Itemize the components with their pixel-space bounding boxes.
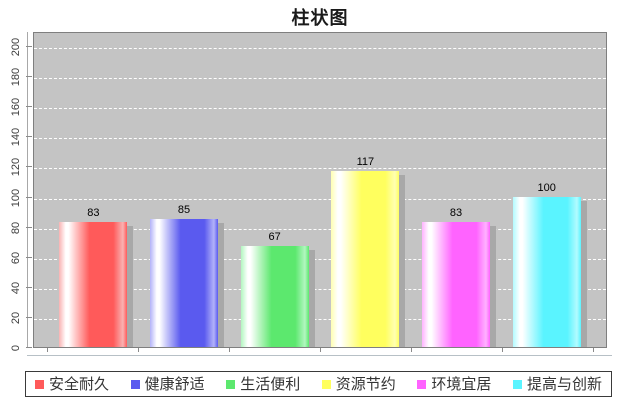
bar-健康舒适[interactable] [150, 219, 218, 347]
gridline [34, 288, 606, 290]
y-axis-line [27, 32, 28, 348]
y-axis-tick [26, 316, 32, 318]
x-axis-tick [502, 348, 503, 352]
legend: 安全耐久 健康舒适 生活便利 资源节约 环境宜居 提高与创新 [25, 371, 612, 397]
legend-label: 安全耐久 [49, 375, 110, 393]
bar-value-label: 117 [356, 156, 375, 168]
legend-swatch-icon [512, 379, 522, 389]
legend-item-资源节约[interactable]: 资源节约 [321, 375, 396, 393]
gridline [34, 198, 606, 200]
baseline-shadow-line [27, 355, 612, 356]
legend-swatch-icon [226, 379, 236, 389]
bar-安全耐久[interactable] [59, 222, 128, 347]
x-axis-tick [229, 348, 230, 352]
y-axis-tick [26, 46, 32, 48]
bar-value-label: 83 [449, 207, 463, 219]
gridline [34, 78, 606, 80]
y-axis-tick [26, 196, 32, 198]
bar-slot: 83 [48, 33, 139, 347]
gridline [34, 108, 606, 110]
legend-label: 生活便利 [240, 375, 301, 393]
y-axis-tick [26, 76, 32, 78]
legend-item-提高与创新[interactable]: 提高与创新 [512, 375, 602, 393]
x-axis-tick [47, 348, 48, 352]
x-axis-tick [411, 348, 412, 352]
bars-container: 83 85 67 117 83 100 [48, 33, 592, 347]
gridline [34, 168, 606, 170]
bar-slot: 100 [501, 33, 592, 347]
legend-swatch-icon [417, 379, 427, 389]
legend-item-生活便利[interactable]: 生活便利 [226, 377, 300, 392]
gridline [34, 258, 606, 260]
bar-提高与创新[interactable] [512, 197, 581, 347]
y-axis-tick [26, 166, 32, 168]
bar-环境宜居[interactable] [422, 222, 491, 347]
y-axis-tick [26, 286, 32, 288]
y-axis-tick [26, 226, 32, 228]
y-axis-tick [26, 256, 32, 258]
legend-label: 提高与创新 [526, 375, 602, 393]
chart-title: 柱状图 [291, 8, 349, 28]
legend-label: 健康舒适 [144, 375, 205, 393]
legend-label: 环境宜居 [431, 375, 492, 393]
bar-value-label: 83 [87, 207, 100, 219]
legend-swatch-icon [130, 379, 140, 389]
legend-item-环境宜居[interactable]: 环境宜居 [417, 377, 491, 392]
legend-item-安全耐久[interactable]: 安全耐久 [35, 377, 109, 392]
gridline [34, 138, 606, 140]
gridline [34, 318, 606, 320]
gridline [34, 48, 606, 50]
legend-swatch-icon [35, 379, 44, 389]
bar-slot: 117 [320, 33, 411, 347]
x-axis-tick [593, 348, 594, 352]
bar-slot: 85 [139, 33, 230, 347]
legend-swatch-icon [321, 379, 331, 389]
gridline [34, 228, 606, 230]
bar-slot: 83 [411, 33, 502, 347]
y-axis-tick [26, 347, 32, 348]
bar-value-label: 100 [537, 182, 556, 194]
y-axis-tick [26, 106, 32, 108]
legend-item-健康舒适[interactable]: 健康舒适 [130, 375, 205, 393]
bar-生活便利[interactable] [240, 246, 309, 347]
bar-资源节约[interactable] [331, 171, 400, 347]
bar-value-label: 67 [268, 231, 281, 243]
plot-area: 83 85 67 117 83 100 [33, 32, 607, 348]
legend-label: 资源节约 [335, 375, 396, 393]
bar-value-label: 85 [177, 204, 191, 216]
x-axis-tick [138, 348, 139, 352]
bar-slot: 67 [229, 33, 320, 347]
x-axis-tick [320, 348, 321, 352]
y-axis-tick [26, 136, 32, 138]
y-tick-label: 200 [10, 37, 22, 57]
